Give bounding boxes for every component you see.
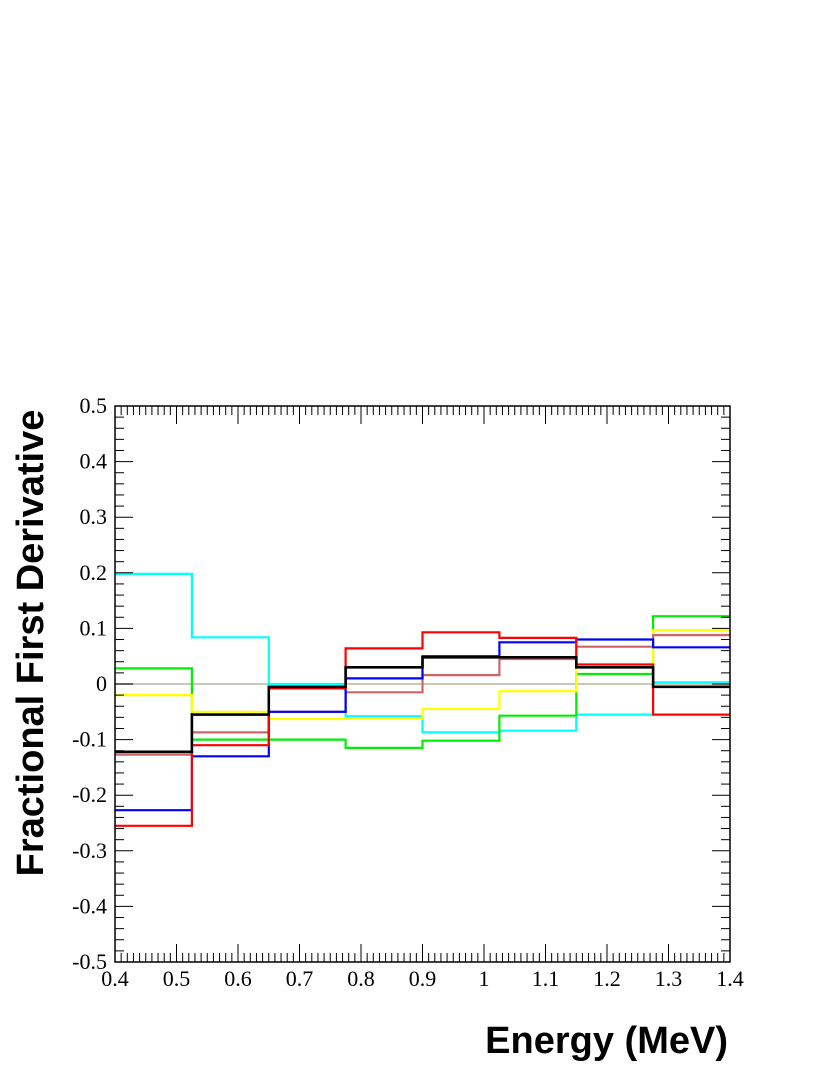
y-tick-label: 0.5	[80, 393, 108, 418]
x-tick-label: 0.4	[101, 966, 129, 991]
tick-labels: 0.4 0.5 0.6 0.7 0.8 0.9 1 1.1 1.2 1.3 1.4 -0.5 -0.4 -…	[72, 393, 744, 991]
y-tick-label: -0.2	[72, 782, 107, 807]
ticks-layer	[114, 405, 731, 963]
series-line-1	[115, 572, 730, 734]
y-tick-label: 0.1	[80, 615, 108, 640]
series-line-4	[115, 634, 730, 756]
y-axis-title: Fractional First Derivative	[10, 410, 52, 877]
y-tick-label: -0.4	[72, 893, 107, 918]
y-tick-label: -0.5	[72, 949, 107, 974]
series-line-2	[115, 615, 730, 749]
y-tick-label: 0.3	[80, 504, 108, 529]
x-tick-label: 1.2	[593, 966, 621, 991]
x-tick-label: 1.4	[716, 966, 744, 991]
y-tick-label: 0.2	[80, 560, 108, 585]
x-tick-label: 0.6	[224, 966, 252, 991]
series-layer	[115, 572, 730, 827]
x-tick-label: 1.3	[655, 966, 683, 991]
x-tick-label: 0.7	[286, 966, 314, 991]
y-tick-label: -0.3	[72, 838, 107, 863]
x-tick-label: 0.9	[409, 966, 437, 991]
x-tick-label: 1	[479, 966, 490, 991]
x-axis-title: Energy (MeV)	[485, 1020, 728, 1062]
x-tick-label: 0.8	[347, 966, 375, 991]
y-tick-label: 0	[96, 671, 107, 696]
x-tick-label: 1.1	[532, 966, 560, 991]
series-line-6	[115, 631, 730, 827]
y-tick-label: 0.4	[80, 449, 108, 474]
y-tick-label: -0.1	[72, 727, 107, 752]
x-tick-label: 0.5	[163, 966, 191, 991]
series-line-7	[115, 656, 730, 754]
